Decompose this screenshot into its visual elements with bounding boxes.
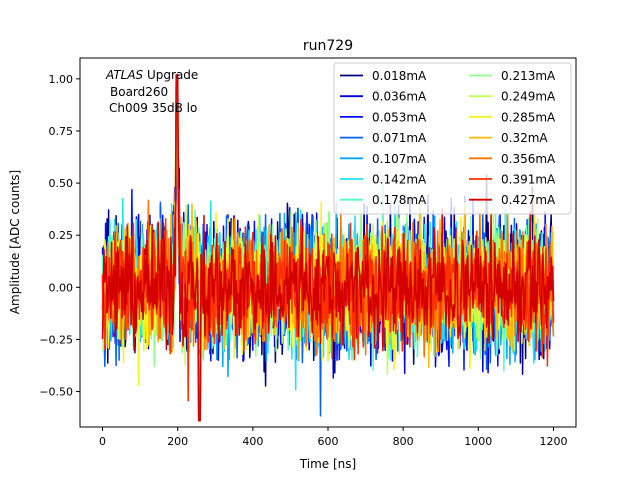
x-tick-label: 1000 xyxy=(464,435,492,448)
legend-label: 0.285mA xyxy=(501,110,556,124)
series-line xyxy=(101,73,555,422)
legend-label: 0.036mA xyxy=(372,90,427,104)
annotation-line-1: ATLAS Upgrade xyxy=(105,68,198,82)
x-axis-label: Time [ns] xyxy=(299,457,356,471)
annotation: ATLAS Upgrade Board260 Ch009 35dB lo xyxy=(105,68,198,115)
x-tick-label: 600 xyxy=(318,435,339,448)
legend: 0.018mA 0.036mA 0.053mA 0.071mA 0.107mA 0.142… xyxy=(333,62,572,215)
legend-label: 0.142mA xyxy=(372,173,427,187)
legend-label: 0.018mA xyxy=(372,69,427,83)
tick-layer: 0 200 400 600 800 1000 1200 −0.50 −0.25 0.00 0.25 0… xyxy=(39,73,567,448)
legend-label: 0.391mA xyxy=(501,173,556,187)
annotation-upgrade: Upgrade xyxy=(143,68,198,82)
legend-label: 0.356mA xyxy=(501,152,556,166)
legend-label: 0.213mA xyxy=(501,69,556,83)
legend-label: 0.427mA xyxy=(501,193,556,207)
legend-label: 0.107mA xyxy=(372,152,427,166)
x-tick-label: 400 xyxy=(242,435,263,448)
chart-title: run729 xyxy=(303,38,353,54)
y-tick-label: 1.00 xyxy=(49,73,74,86)
legend-label: 0.249mA xyxy=(501,90,556,104)
y-tick-label: 0.75 xyxy=(49,125,74,138)
y-tick-label: −0.50 xyxy=(39,386,73,399)
y-tick-label: 0.00 xyxy=(49,281,74,294)
legend-label: 0.053mA xyxy=(372,110,427,124)
annotation-line-3: Ch009 35dB lo xyxy=(109,101,197,115)
y-tick-label: 0.50 xyxy=(49,177,74,190)
x-tick-label: 800 xyxy=(393,435,414,448)
legend-label: 0.178mA xyxy=(372,193,427,207)
y-tick-label: −0.25 xyxy=(39,333,73,346)
legend-label: 0.32mA xyxy=(501,131,548,145)
x-tick-label: 1200 xyxy=(539,435,567,448)
legend-label: 0.071mA xyxy=(372,131,427,145)
y-axis-label: Amplitude [ADC counts] xyxy=(8,170,22,314)
legend-box xyxy=(333,62,572,215)
series-layer xyxy=(101,73,555,422)
x-tick-label: 200 xyxy=(167,435,188,448)
x-tick-label: 0 xyxy=(99,435,106,448)
annotation-line-2: Board260 xyxy=(110,85,168,99)
annotation-atlas: ATLAS xyxy=(105,68,144,82)
y-tick-label: 0.25 xyxy=(49,229,74,242)
